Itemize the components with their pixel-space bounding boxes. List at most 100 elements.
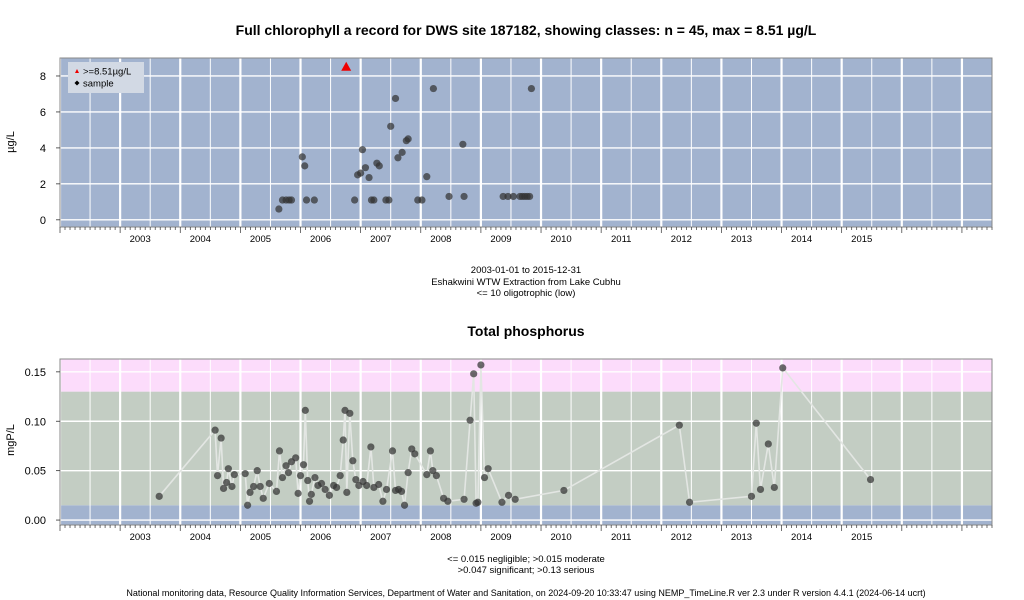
tp-data-point	[256, 482, 264, 491]
tp-data-point	[224, 465, 232, 473]
tp-data-point	[474, 498, 482, 506]
tp-data-point	[222, 478, 231, 487]
chl-legend-triangle-icon	[75, 69, 79, 73]
tp-data-point	[301, 406, 309, 414]
tp-data-point	[217, 434, 225, 442]
tp-data-point	[275, 447, 284, 455]
tp-data-point	[241, 470, 249, 478]
chl-max-marker	[341, 61, 352, 71]
tp-data-point	[764, 440, 772, 448]
chl-data-point	[357, 169, 365, 177]
tp-data-point	[444, 497, 452, 505]
chl-data-point	[387, 122, 395, 130]
tp-series-line	[158, 364, 872, 506]
tp-data-point	[411, 450, 419, 458]
chl-plot-area: 2003 2004 2005 2006 2007 2008 2009 2010 2011 2012…	[40, 57, 993, 245]
tp-data-point	[325, 491, 333, 499]
chl-data-point	[358, 146, 367, 154]
chl-x-tick-label: 2005	[250, 234, 271, 245]
chl-data-point	[445, 192, 453, 201]
chl-x-tick-label: 2004	[190, 234, 211, 245]
tp-data-point	[367, 443, 375, 451]
chl-data-point	[509, 192, 517, 201]
chl-data-point	[298, 153, 306, 161]
footer-credit: National monitoring data, Resource Quali…	[126, 588, 925, 598]
chl-title: Full chlorophyll a record for DWS site 1…	[236, 22, 817, 38]
tp-data-point	[477, 361, 485, 369]
tp-x-tick-label: 2007	[370, 532, 391, 543]
tp-data-point	[305, 497, 314, 505]
chl-data-point	[504, 192, 512, 201]
tp-data-point	[346, 409, 354, 417]
tp-data-point	[423, 471, 431, 479]
tp-data-point	[560, 486, 568, 495]
tp-note-1: <= 0.015 negligible; >0.015 moderate	[447, 554, 605, 565]
tp-data-point	[363, 481, 371, 490]
tp-data-point	[250, 482, 258, 491]
tp-data-point	[511, 495, 519, 503]
tp-data-point	[211, 426, 219, 434]
chl-data-point	[404, 135, 412, 143]
chl-data-point	[423, 173, 431, 181]
chl-x-tick-label: 2013	[731, 234, 752, 245]
tp-x-tick-label: 2010	[551, 532, 572, 543]
tp-data-point	[466, 416, 474, 424]
tp-data-point	[460, 495, 468, 503]
chl-data-point	[429, 84, 438, 93]
chl-data-point	[370, 196, 378, 204]
tp-x-tick-label: 2008	[430, 532, 451, 543]
tp-data-point	[429, 467, 437, 475]
chl-data-point	[302, 196, 311, 204]
tp-class-band	[60, 359, 992, 392]
tp-data-point	[213, 471, 222, 480]
chl-x-tick-label: 2003	[130, 234, 151, 245]
tp-data-point	[388, 447, 397, 455]
tp-data-point	[284, 469, 293, 477]
chl-x-tick-label: 2006	[310, 234, 331, 245]
tp-x-tick-label: 2013	[731, 532, 752, 543]
chl-data-point	[398, 148, 406, 156]
tp-data-point	[498, 498, 506, 506]
tp-title: Total phosphorus	[467, 323, 584, 339]
tp-y-label: mgP/L	[5, 424, 17, 456]
tp-data-point	[307, 490, 315, 498]
tp-x-tick-label: 2012	[671, 532, 692, 543]
chl-data-point	[391, 94, 400, 103]
chl-legend-label: >=8.51µg/L	[83, 67, 131, 78]
chl-data-point	[375, 162, 383, 170]
chl-x-tick-label: 2015	[851, 234, 872, 245]
tp-y-tick-label: 0.15	[25, 367, 46, 379]
tp-data-point	[292, 454, 300, 462]
tp-data-point	[866, 475, 875, 484]
tp-data-point	[246, 488, 254, 496]
chl-data-point	[418, 196, 426, 204]
tp-data-point	[770, 483, 778, 492]
chl-legend-box	[68, 62, 144, 93]
tp-y-tick-label: 0.10	[25, 416, 46, 428]
tp-data-point	[484, 465, 492, 473]
tp-data-point	[311, 473, 319, 482]
chl-y-label: µg/L	[5, 131, 17, 153]
tp-data-point	[470, 370, 478, 378]
tp-data-point	[294, 489, 302, 497]
chl-x-tick-label: 2011	[611, 234, 631, 245]
tp-data-point	[155, 492, 163, 500]
tp-data-point	[304, 476, 312, 485]
chl-note-period: 2003-01-01 to 2015-12-31	[471, 265, 581, 276]
chl-data-point	[365, 173, 373, 182]
chl-y-tick-label: 2	[40, 179, 46, 191]
chl-x-tick-label: 2010	[551, 234, 572, 245]
chl-note-class: <= 10 oligotrophic (low)	[477, 288, 576, 299]
tp-data-point	[752, 419, 760, 427]
chl-y-tick-label: 8	[40, 71, 46, 83]
chl-y-tick-label: 0	[40, 215, 46, 227]
chl-data-point	[310, 196, 318, 204]
tp-data-point	[675, 421, 683, 429]
tp-data-point	[397, 487, 406, 496]
chl-data-point	[527, 84, 536, 93]
chl-data-point	[394, 154, 402, 162]
tp-x-tick-label: 2005	[250, 532, 271, 543]
tp-x-tick-label: 2011	[611, 532, 631, 543]
tp-data-point	[228, 482, 236, 491]
